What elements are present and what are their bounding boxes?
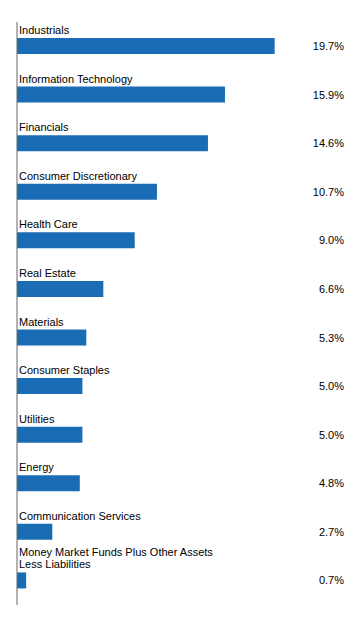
svg-text:Financials: Financials	[19, 121, 69, 133]
svg-text:9.0%: 9.0%	[319, 234, 344, 246]
svg-text:Information Technology: Information Technology	[19, 73, 133, 85]
svg-text:14.6%: 14.6%	[313, 137, 344, 149]
svg-text:4.8%: 4.8%	[319, 477, 344, 489]
svg-text:5.0%: 5.0%	[319, 380, 344, 392]
svg-text:0.7%: 0.7%	[319, 574, 344, 586]
svg-text:Industrials: Industrials	[19, 24, 70, 36]
svg-text:Money Market Funds Plus Other: Money Market Funds Plus Other AssetsLess…	[19, 546, 213, 570]
svg-text:15.9%: 15.9%	[313, 89, 344, 101]
svg-text:Utilities: Utilities	[19, 413, 55, 425]
svg-text:10.7%: 10.7%	[313, 186, 344, 198]
svg-text:Consumer Staples: Consumer Staples	[19, 364, 110, 376]
svg-text:Real Estate: Real Estate	[19, 267, 76, 279]
svg-text:Communication Services: Communication Services	[19, 510, 141, 522]
svg-text:5.0%: 5.0%	[319, 429, 344, 441]
svg-text:2.7%: 2.7%	[319, 526, 344, 538]
svg-text:Energy: Energy	[19, 461, 54, 473]
svg-text:Health Care: Health Care	[19, 218, 78, 230]
svg-text:Consumer Discretionary: Consumer Discretionary	[19, 170, 137, 182]
svg-text:19.7%: 19.7%	[313, 40, 344, 52]
svg-text:6.6%: 6.6%	[319, 283, 344, 295]
svg-text:Materials: Materials	[19, 316, 64, 328]
svg-text:5.3%: 5.3%	[319, 332, 344, 344]
